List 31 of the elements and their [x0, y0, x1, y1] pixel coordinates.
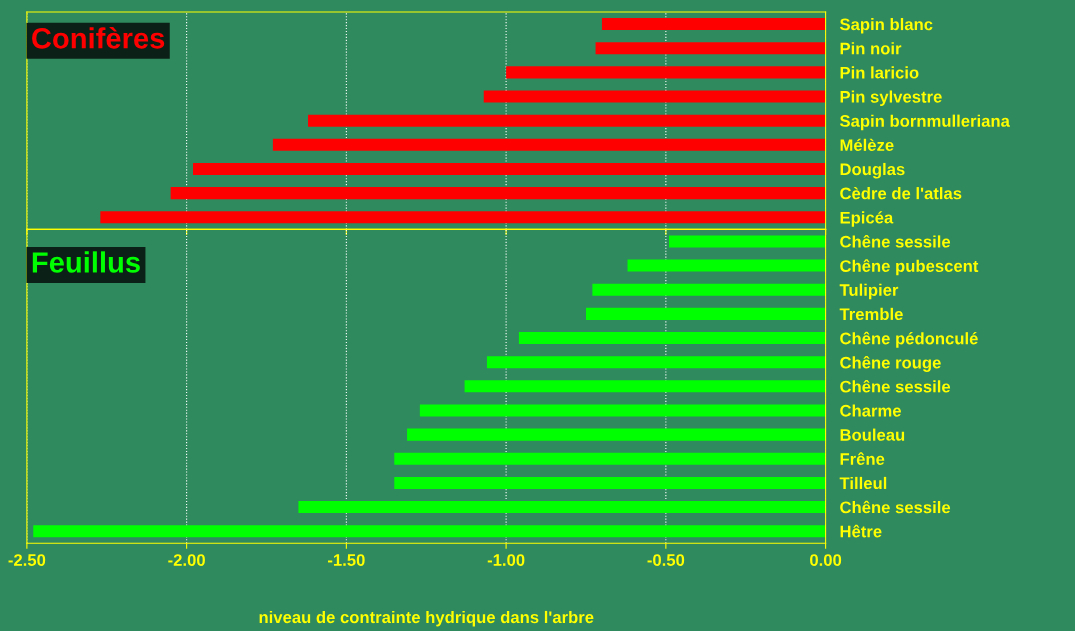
- y-tick-label: Bouleau: [840, 428, 905, 441]
- y-tick-label: Sapin blanc: [839, 18, 933, 34]
- y-tick-label: Tilleul: [839, 476, 887, 490]
- y-tick-label: Chêne sessile: [840, 500, 951, 514]
- x-tick-label: -1.00: [487, 554, 525, 566]
- y-tick-label: Chêne pubescent: [840, 259, 979, 276]
- y-tick-label: Chêne sessile: [840, 379, 951, 393]
- y-tick-label: Tulipier: [839, 283, 899, 300]
- x-axis-title: niveau de contrainte hydrique dans l'arbre: [259, 610, 594, 627]
- y-tick-label: Pin laricio: [840, 66, 919, 79]
- y-tick-label: Pin sylvestre: [840, 90, 942, 107]
- y-tick-label: Pin noir: [840, 42, 902, 55]
- y-tick-label: Chêne rouge: [840, 355, 941, 372]
- x-tick-label: -2.50: [8, 554, 46, 566]
- y-tick-label: Tremble: [839, 307, 903, 321]
- text: Feuillus: [32, 251, 140, 273]
- x-tick-label: 0.00: [810, 554, 842, 566]
- chart-title: Conifères: [32, 26, 165, 49]
- y-tick-label: Frêne: [840, 452, 885, 465]
- y-tick-label: Cèdre de l'atlas: [840, 186, 962, 200]
- x-tick-label: -1.50: [328, 554, 365, 566]
- x-tick-label: -2.00: [168, 554, 205, 566]
- x-tick-label: -0.50: [647, 554, 685, 566]
- y-tick-label: Douglas: [840, 162, 905, 179]
- y-tick-label: Charme: [840, 404, 901, 417]
- y-tick-label: Mélèze: [840, 138, 894, 152]
- y-tick-label: Hêtre: [840, 524, 882, 538]
- y-tick-label: Chêne sessile: [840, 235, 951, 248]
- y-tick-label: Sapin bornmulleriana: [839, 114, 1010, 131]
- y-tick-label: Epicéa: [840, 211, 894, 227]
- y-tick-label: Chêne pédonculé: [840, 331, 978, 348]
